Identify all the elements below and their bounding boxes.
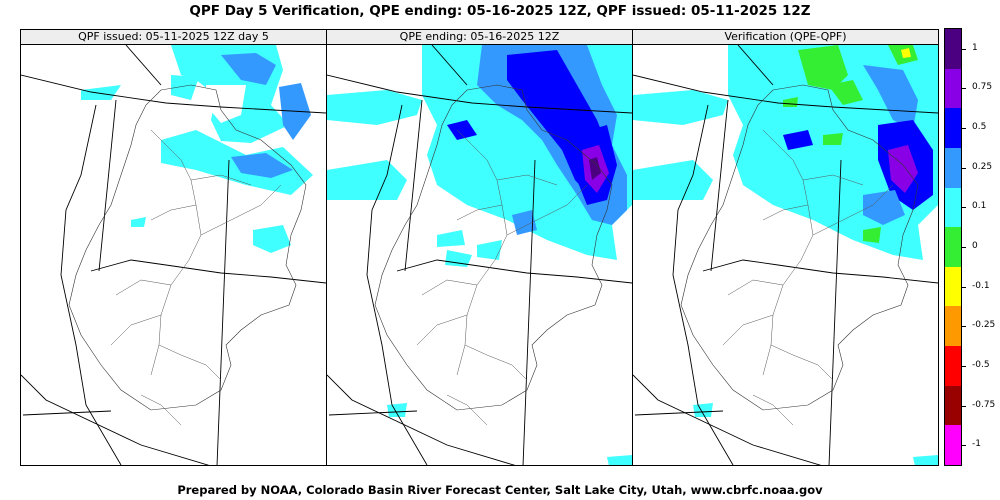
legend-tick [962,167,966,169]
qpf-panel-title: QPF issued: 05-11-2025 12Z day 5 [21,30,326,45]
precip-overlay [81,45,313,253]
verification-panel: Verification (QPE-QPF) [632,29,939,466]
legend-tick [962,128,966,130]
boundary-lines [633,45,938,465]
legend-label: 0.5 [972,122,987,133]
legend-tick [962,326,966,328]
legend-label: 0 [972,241,978,251]
legend-tick [962,207,966,209]
precip-overlay [327,45,632,465]
legend-bin [945,68,961,109]
legend-label: -0.5 [972,359,990,370]
legend-bin [945,385,961,426]
river-basin-outline [374,84,613,411]
legend-bin [945,227,961,268]
river-basin-outline [680,84,919,411]
qpe-panel-title: QPE ending: 05-16-2025 12Z [327,30,632,45]
legend-label: -1 [972,439,981,450]
legend-label: 0.25 [972,161,993,172]
legend-label: -0.1 [972,280,990,291]
footer-credit: Prepared by NOAA, Colorado Basin River F… [177,483,823,497]
legend-tick [962,405,966,407]
legend-bin [945,108,961,149]
qpf-panel: QPF issued: 05-11-2025 12Z day 5 [20,29,327,466]
legend-tick [962,88,966,90]
legend-tick [962,365,966,367]
legend-bin [945,147,961,189]
legend-tick [962,247,966,248]
legend-label: 0.1 [972,201,987,212]
legend-bin [945,425,961,466]
legend-label: -0.75 [972,399,996,410]
river-basin-outline [68,84,307,411]
boundary-lines [327,45,632,465]
legend-tick [962,286,966,288]
rivers [110,129,282,426]
color-legend [944,28,962,466]
legend-label: -0.25 [972,320,996,331]
legend-bin [945,187,961,228]
legend-bin [945,306,961,347]
qpf-map [21,45,326,465]
legend-label: 1 [972,42,978,53]
legend-bin [945,346,961,387]
boundary-lines [21,45,326,465]
legend-label: 0.75 [972,82,993,93]
qpe-map [327,45,632,465]
verification-map [633,45,938,465]
legend-bin [945,266,961,307]
qpe-panel: QPE ending: 05-16-2025 12Z [326,29,633,466]
page-title: QPF Day 5 Verification, QPE ending: 05-1… [189,3,811,19]
difference-overlay [633,45,938,465]
rivers [722,129,894,426]
legend-tick [962,48,966,50]
legend-bin [945,29,961,70]
verification-panel-title: Verification (QPE-QPF) [633,30,938,45]
legend-tick [962,445,966,447]
rivers [416,129,588,426]
